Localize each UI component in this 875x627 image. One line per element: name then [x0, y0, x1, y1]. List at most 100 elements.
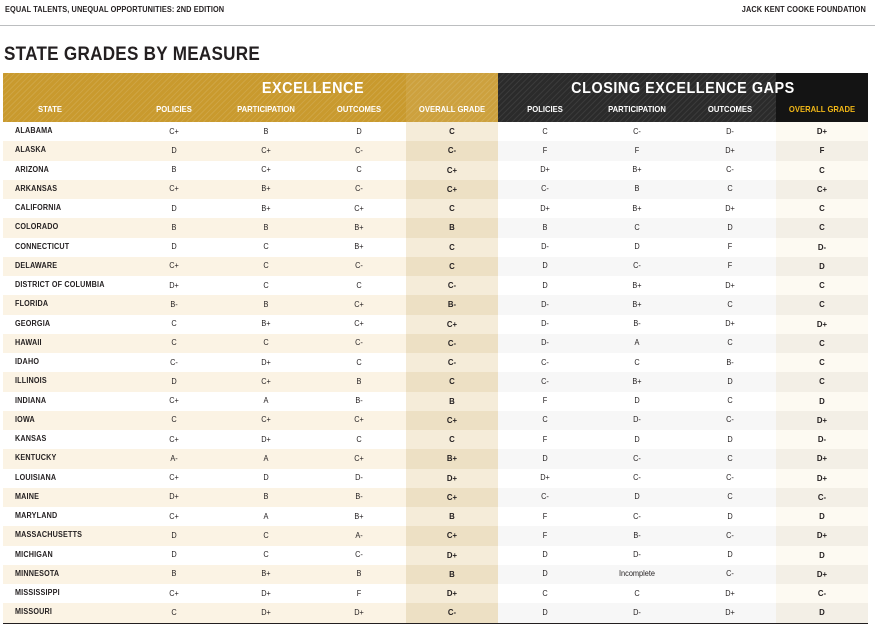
gaps-participation-grade: C- — [633, 453, 641, 463]
excellence-overall-grade: C- — [447, 145, 457, 156]
gaps-policies-grade: C- — [541, 357, 549, 367]
row-background-gaps — [498, 372, 868, 392]
row-background-gaps — [498, 564, 868, 584]
gaps-policies-grade: C — [542, 415, 548, 425]
overall-column-shade — [406, 122, 498, 142]
excellence-overall-grade: C — [449, 260, 455, 271]
excellence-outcomes-grade: C — [356, 357, 362, 367]
excellence-policies-grade: B- — [170, 299, 178, 309]
overall-column-shade — [776, 449, 868, 469]
gaps-outcomes-grade: D+ — [725, 203, 735, 213]
excellence-overall-grade: C- — [447, 280, 457, 290]
row-background-excellence — [3, 295, 498, 315]
overall-column-shade — [776, 218, 868, 238]
gaps-outcomes-grade: C- — [726, 569, 734, 579]
table-row: CONNECTICUT D C B+ C D- D F D- — [3, 237, 868, 257]
gaps-policies-grade: D — [542, 550, 548, 559]
gaps-overall-grade: D — [819, 511, 825, 521]
excellence-outcomes-grade: C+ — [354, 203, 364, 213]
row-background-excellence — [3, 333, 498, 353]
excellence-participation-grade: B — [263, 222, 269, 232]
excellence-participation-grade: B+ — [261, 203, 271, 213]
gaps-participation-grade: D- — [633, 550, 641, 559]
state-name: MASSACHUSETTS — [15, 530, 83, 540]
excellence-outcomes-grade: C — [356, 280, 362, 290]
state-name: CONNECTICUT — [15, 241, 70, 251]
gaps-overall-grade: C+ — [816, 183, 828, 194]
gaps-outcomes-grade: D — [727, 376, 733, 386]
excellence-policies-grade: D+ — [169, 280, 179, 290]
excellence-outcomes-grade: C — [356, 165, 362, 174]
excellence-participation-grade: B+ — [261, 319, 271, 328]
excellence-policies-grade: C — [171, 415, 177, 425]
overall-column-shade — [776, 564, 868, 584]
state-name: CALIFORNIA — [15, 203, 62, 212]
gaps-participation-grade: B+ — [632, 203, 642, 213]
overall-column-shade — [406, 218, 498, 238]
gaps-policies-grade: F — [542, 511, 548, 521]
excellence-participation-grade: C — [263, 338, 269, 348]
gaps-participation-grade: C- — [633, 473, 641, 482]
state-name: GEORGIA — [15, 318, 51, 328]
gaps-outcomes-grade: C — [727, 396, 733, 405]
excellence-participation-grade: B — [263, 126, 269, 136]
gaps-participation-grade: D — [634, 434, 640, 444]
excellence-band-title: EXCELLENCE — [261, 80, 365, 97]
state-name: KENTUCKY — [15, 453, 57, 463]
gaps-participation-grade: B+ — [632, 165, 642, 174]
gaps-policies-grade: D- — [541, 319, 549, 328]
excellence-outcomes-grade: C- — [355, 184, 363, 194]
gaps-overall-grade: C — [819, 164, 825, 175]
row-background-excellence — [3, 526, 498, 546]
gaps-participation-grade: C — [634, 588, 640, 598]
excellence-overall-grade: C — [449, 434, 455, 444]
excellence-policies-grade: D — [171, 550, 177, 559]
gaps-participation-grade: B- — [633, 319, 641, 328]
excellence-outcomes-grade: C- — [355, 338, 363, 348]
overall-column-shade — [776, 314, 868, 334]
gaps-outcomes-grade: D+ — [725, 607, 735, 617]
table-row: MICHIGAN D C C- D+ D D- D D — [3, 545, 868, 565]
gaps-outcomes-grade: C — [727, 338, 733, 348]
gaps-participation-grade: C — [634, 357, 640, 367]
overall-column-shade — [406, 603, 498, 623]
overall-column-shade — [406, 333, 498, 353]
excellence-policies-grade: C+ — [169, 126, 179, 136]
excellence-outcomes-grade: D — [356, 126, 362, 136]
state-name: MAINE — [15, 491, 40, 501]
table-row: DELAWARE C+ C C- C D C- F D — [3, 256, 868, 276]
excellence-participation-grade: C — [263, 242, 269, 251]
overall-column-shade — [776, 256, 868, 276]
overall-column-shade — [406, 507, 498, 527]
column-header-gaps-policies: POLICIES — [527, 104, 563, 114]
row-background-gaps — [498, 295, 868, 315]
gaps-overall-grade: C- — [817, 588, 827, 598]
gaps-overall-grade: F — [819, 145, 825, 156]
excellence-policies-grade: C — [171, 338, 177, 348]
excellence-overall-grade: C — [449, 126, 455, 136]
excellence-overall-header-shade — [406, 73, 498, 122]
overall-column-shade — [406, 237, 498, 257]
gaps-overall-grade: D — [819, 395, 825, 406]
overall-column-shade — [776, 410, 868, 430]
state-name: IOWA — [15, 414, 35, 424]
gaps-participation-grade: B+ — [632, 376, 642, 386]
excellence-overall-grade: C+ — [446, 183, 458, 194]
excellence-participation-grade: D+ — [261, 607, 271, 617]
excellence-outcomes-grade: C- — [355, 550, 363, 559]
table-row: KENTUCKY A- A C+ B+ D C- C D+ — [3, 449, 868, 469]
gaps-outcomes-grade: F — [727, 261, 733, 271]
row-background-excellence — [3, 256, 498, 276]
gaps-overall-grade: D+ — [816, 414, 828, 425]
state-name: MISSISSIPPI — [15, 588, 60, 597]
excellence-policies-grade: D — [171, 376, 177, 386]
overall-column-shade — [406, 545, 498, 565]
state-name: ALASKA — [15, 145, 47, 155]
excellence-policies-grade: C- — [170, 357, 178, 367]
gaps-outcomes-grade: C — [727, 453, 733, 463]
overall-column-shade — [406, 314, 498, 334]
gaps-overall-grade: C — [819, 222, 825, 233]
overall-column-shade — [406, 372, 498, 392]
excellence-overall-grade: C- — [447, 357, 457, 367]
gaps-participation-grade: A — [634, 338, 640, 348]
